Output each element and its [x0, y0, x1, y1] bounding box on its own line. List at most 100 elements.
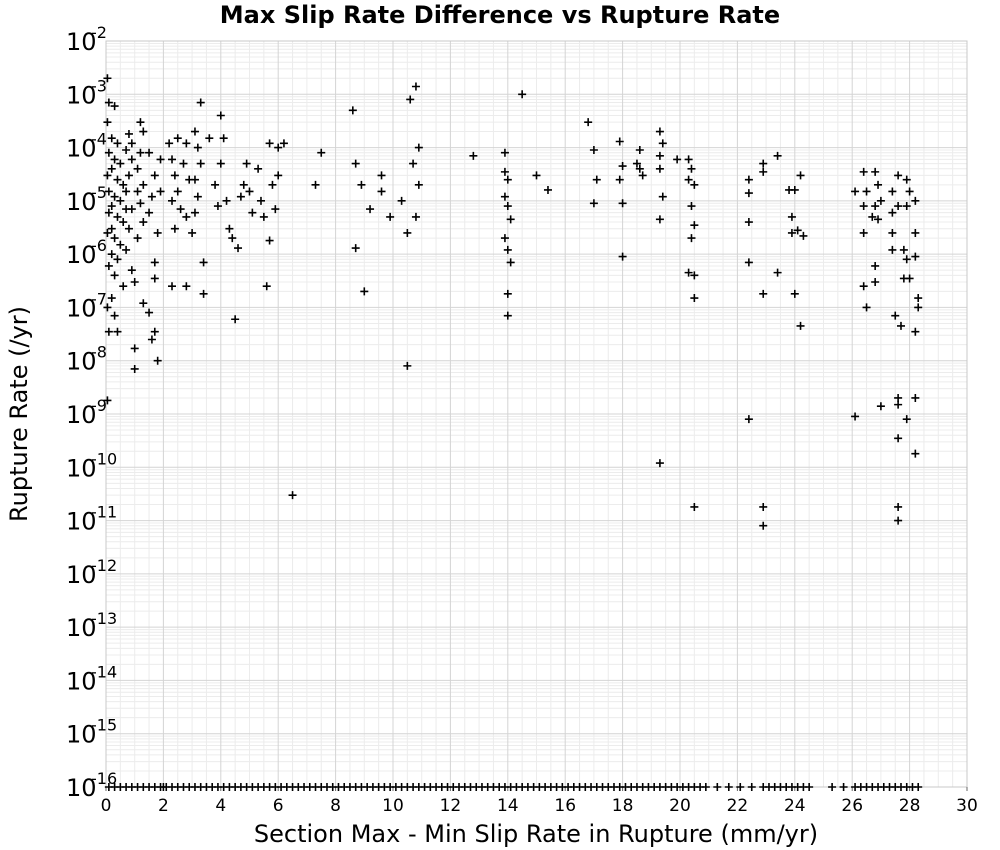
- data-point: [219, 134, 228, 143]
- data-point: [736, 783, 745, 791]
- data-point: [104, 98, 113, 107]
- data-point: [145, 308, 154, 317]
- data-point: [684, 155, 693, 164]
- data-point: [790, 185, 799, 194]
- data-point: [868, 212, 877, 221]
- data-point: [127, 139, 136, 148]
- data-point: [104, 208, 113, 217]
- x-tick-label: 22: [727, 796, 749, 816]
- data-point: [133, 234, 142, 243]
- data-point: [403, 228, 412, 237]
- data-points: [103, 74, 923, 791]
- data-point: [759, 521, 768, 530]
- data-point: [684, 268, 693, 277]
- y-tick-label: 10-12: [66, 556, 117, 589]
- data-point: [116, 240, 125, 249]
- x-tick-label: 14: [497, 796, 519, 816]
- data-point: [759, 502, 768, 511]
- data-point: [871, 261, 880, 270]
- data-point: [311, 180, 320, 189]
- data-point: [103, 118, 112, 127]
- y-tick-label: 10-6: [66, 236, 107, 269]
- y-tick-base: 10: [66, 561, 97, 589]
- data-point: [196, 98, 205, 107]
- data-point: [127, 205, 136, 214]
- data-point: [744, 175, 753, 184]
- data-point: [658, 139, 667, 148]
- data-point: [532, 171, 541, 180]
- data-point: [119, 218, 128, 227]
- data-point: [503, 202, 512, 211]
- y-tick-base: 10: [66, 241, 97, 269]
- data-point: [168, 155, 177, 164]
- x-tick-label: 4: [215, 796, 226, 816]
- data-point: [173, 134, 182, 143]
- data-point: [859, 282, 868, 291]
- data-point: [690, 502, 699, 511]
- data-point: [156, 155, 165, 164]
- data-point: [503, 175, 512, 184]
- y-tick-exponent: -5: [91, 183, 107, 202]
- data-point: [173, 187, 182, 196]
- data-point: [744, 258, 753, 267]
- data-point: [759, 159, 768, 168]
- y-tick-base: 10: [66, 188, 97, 216]
- data-point: [724, 783, 733, 791]
- data-point: [234, 244, 243, 253]
- data-point: [242, 159, 251, 168]
- data-point: [655, 459, 664, 468]
- data-point: [190, 175, 199, 184]
- x-tick-label: 18: [612, 796, 634, 816]
- data-point: [518, 90, 527, 99]
- data-point: [179, 159, 188, 168]
- data-point: [905, 187, 914, 196]
- data-point: [130, 344, 139, 353]
- data-point: [773, 268, 782, 277]
- data-point: [914, 783, 923, 791]
- data-point: [104, 187, 113, 196]
- data-point: [245, 187, 254, 196]
- data-point: [222, 196, 231, 205]
- data-point: [259, 212, 268, 221]
- data-point: [182, 212, 191, 221]
- data-point: [414, 143, 423, 152]
- data-point: [150, 171, 159, 180]
- data-point: [225, 224, 234, 233]
- data-point: [113, 212, 122, 221]
- data-point: [274, 171, 283, 180]
- data-point: [589, 199, 598, 208]
- data-point: [592, 175, 601, 184]
- data-point: [265, 139, 274, 148]
- data-point: [543, 185, 552, 194]
- y-tick-label: 10-9: [66, 396, 107, 429]
- data-point: [360, 287, 369, 296]
- x-tick-label: 0: [101, 796, 112, 816]
- data-point: [894, 434, 903, 443]
- data-point: [687, 164, 696, 173]
- data-point: [317, 148, 326, 157]
- y-tick-base: 10: [66, 348, 97, 376]
- data-point: [165, 139, 174, 148]
- data-point: [793, 226, 802, 235]
- data-point: [351, 159, 360, 168]
- data-point: [147, 192, 156, 201]
- x-tick-label: 28: [899, 796, 921, 816]
- data-point: [103, 303, 112, 312]
- y-tick-label: 10-10: [66, 449, 117, 482]
- y-tick-exponent: -11: [91, 503, 117, 522]
- data-point: [747, 783, 756, 791]
- x-tick-label: 30: [956, 796, 978, 816]
- y-tick-label: 10-8: [66, 343, 107, 376]
- data-point: [799, 231, 808, 240]
- y-tick-exponent: -3: [91, 76, 107, 95]
- data-point: [107, 202, 116, 211]
- data-point: [876, 196, 885, 205]
- data-point: [254, 164, 263, 173]
- y-axis-ticks: 10-210-310-410-510-610-710-810-910-1010-…: [66, 23, 117, 802]
- data-point: [655, 164, 664, 173]
- y-tick-exponent: -6: [91, 236, 107, 255]
- y-tick-base: 10: [66, 81, 97, 109]
- data-point: [902, 175, 911, 184]
- data-point: [145, 208, 154, 217]
- data-point: [503, 311, 512, 320]
